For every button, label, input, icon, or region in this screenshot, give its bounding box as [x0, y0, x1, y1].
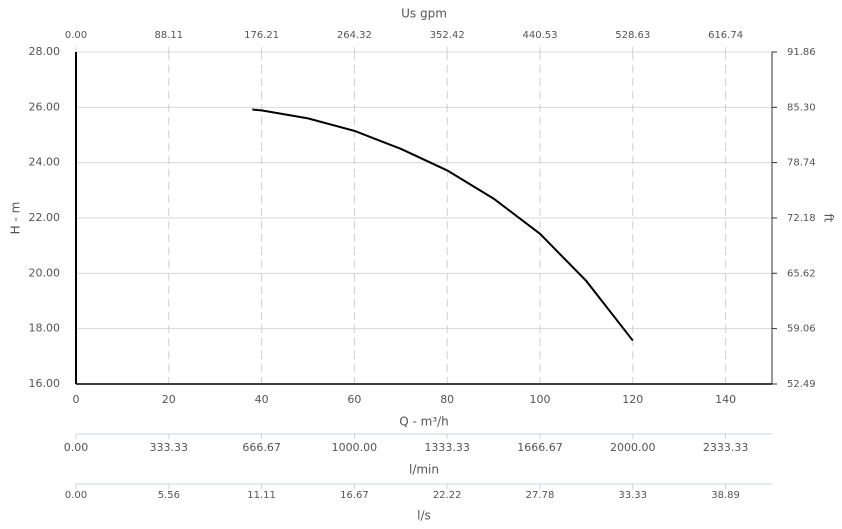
y2-tick-label: 52.49: [787, 379, 816, 390]
y2-tick-label: 85.30: [787, 102, 816, 113]
x-tick-label: 140: [715, 393, 736, 406]
extra-axis-tick-label: 1000.00: [332, 441, 378, 454]
extra-axis-title: l/min: [409, 463, 439, 477]
x2-tick-label: 440.53: [522, 30, 557, 41]
extra-axis-tick-label: 1666.67: [517, 441, 563, 454]
extra-axis-tick-label: 11.11: [247, 490, 276, 501]
extra-axis-tick-label: 2000.00: [610, 441, 656, 454]
x2-tick-label: 528.63: [615, 30, 650, 41]
y2-axis-title: ft: [822, 214, 836, 223]
x-axis-title: Q - m³/h: [399, 415, 449, 429]
y2-tick-label: 59.06: [787, 324, 816, 335]
x2-tick-label: 616.74: [708, 30, 743, 41]
y-tick-label: 28.00: [29, 45, 61, 58]
y2-tick-label: 65.62: [787, 268, 816, 279]
extra-axis-tick-label: 2333.33: [703, 441, 749, 454]
x2-tick-label: 176.21: [244, 30, 279, 41]
extra-axis-tick-label: 0.00: [64, 441, 89, 454]
x-tick-label: 0: [73, 393, 80, 406]
extra-axis-tick-label: 22.22: [433, 490, 462, 501]
y-tick-label: 16.00: [29, 377, 61, 390]
extra-axis-tick-label: 333.33: [150, 441, 189, 454]
x2-tick-label: 264.32: [337, 30, 372, 41]
x2-tick-label: 352.42: [430, 30, 465, 41]
extra-axis-tick-label: 27.78: [526, 490, 555, 501]
extra-axis-tick-label: 666.67: [242, 441, 281, 454]
y-tick-label: 22.00: [29, 211, 61, 224]
y-tick-label: 24.00: [29, 156, 61, 169]
x-tick-label: 100: [530, 393, 551, 406]
y2-tick-label: 72.18: [787, 213, 816, 224]
extra-axis-tick-label: 5.56: [158, 490, 180, 501]
extra-axis-tick-label: 1333.33: [424, 441, 470, 454]
y-tick-label: 20.00: [29, 266, 61, 279]
extra-axis-title: l/s: [417, 509, 431, 523]
y2-tick-label: 91.86: [787, 47, 816, 58]
y-axis-title: H - m: [9, 202, 23, 235]
x-tick-label: 20: [162, 393, 176, 406]
curve: [252, 108, 634, 342]
x-tick-label: 120: [622, 393, 643, 406]
extra-axis-tick-label: 16.67: [340, 490, 369, 501]
extra-axis-tick-label: 38.89: [711, 490, 740, 501]
y-tick-label: 18.00: [29, 322, 61, 335]
x2-tick-label: 0.00: [65, 30, 87, 41]
extra-axis-tick-label: 0.00: [65, 490, 87, 501]
x2-axis-title: Us gpm: [401, 7, 447, 21]
x2-tick-label: 88.11: [154, 30, 183, 41]
x-tick-label: 40: [255, 393, 269, 406]
extra-axis-tick-label: 33.33: [618, 490, 647, 501]
x-tick-label: 60: [347, 393, 361, 406]
y2-tick-label: 78.74: [787, 158, 816, 169]
y-tick-label: 26.00: [29, 100, 61, 113]
x-tick-label: 80: [440, 393, 454, 406]
